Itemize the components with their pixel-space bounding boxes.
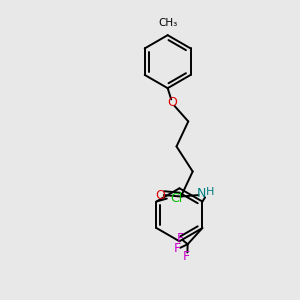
Text: F: F bbox=[174, 242, 181, 255]
Text: O: O bbox=[155, 188, 165, 202]
Text: H: H bbox=[206, 187, 214, 196]
Text: O: O bbox=[167, 96, 177, 109]
Text: F: F bbox=[183, 250, 190, 262]
Text: Cl: Cl bbox=[171, 192, 183, 205]
Text: CH₃: CH₃ bbox=[158, 18, 177, 28]
Text: F: F bbox=[177, 232, 184, 245]
Text: N: N bbox=[197, 187, 206, 200]
